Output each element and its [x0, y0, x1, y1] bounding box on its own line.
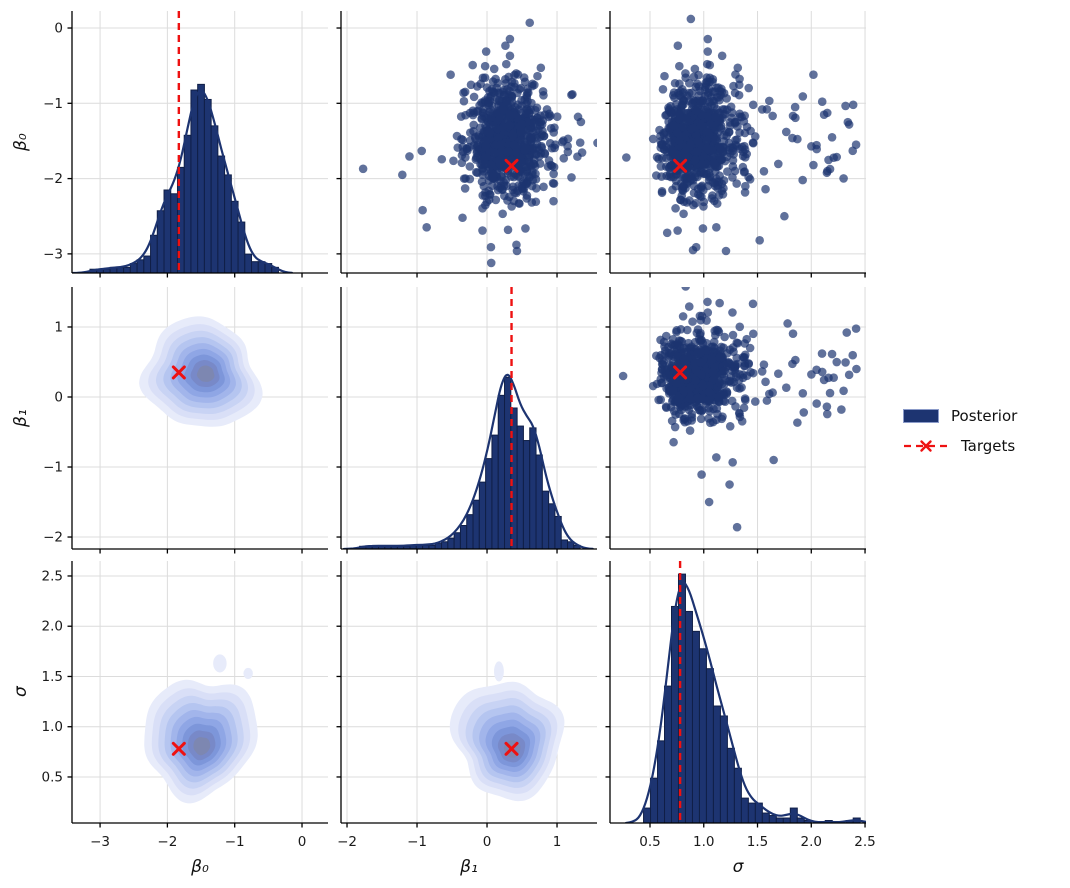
y-axis-label-beta0: β₀	[11, 133, 31, 151]
x-axis-label-beta0: β₀	[191, 857, 209, 877]
x-tick-label: 1	[553, 834, 562, 850]
y-tick-label: 1.0	[42, 719, 63, 735]
x-tick-label: −2	[337, 834, 357, 850]
y-tick-label: 2.5	[42, 568, 63, 584]
panel-r2c2-hist: 0.5 1.0 1.5 2.0 2.5	[605, 561, 876, 850]
y-tick-label: 0	[54, 389, 63, 405]
x-tick-label: 2.5	[854, 834, 875, 850]
panel-r1c2-scatter	[605, 287, 866, 554]
panel-r1c0-kde: 1 0 −1 −2	[43, 287, 328, 554]
y-tick-label: −2	[43, 171, 63, 187]
legend: Posterior Targets	[903, 406, 1017, 456]
x-axis-label-beta1: β₁	[460, 857, 478, 877]
x-tick-label: −2	[157, 834, 177, 850]
panel-r2c0-kde: −3 −2 −1 0 2.5 2.0 1.5 1.0 0.5	[42, 561, 328, 850]
panel-r0c0-hist: 0 −1 −2 −3	[43, 11, 328, 278]
panel-r1c1-hist	[336, 287, 597, 554]
x-tick-label: 1.0	[693, 834, 714, 850]
x-tick-label: 1.5	[747, 834, 768, 850]
y-axis-label-beta1: β₁	[11, 409, 31, 427]
legend-label-targets: Targets	[961, 437, 1016, 455]
x-tick-label: 2.0	[801, 834, 822, 850]
y-tick-label: 1.5	[42, 669, 63, 685]
y-tick-label: −3	[43, 246, 63, 262]
y-tick-label: −1	[43, 460, 63, 476]
y-tick-label: −1	[43, 96, 63, 112]
y-tick-label: 1	[54, 319, 63, 335]
x-tick-label: 0	[483, 834, 492, 850]
posterior-swatch-icon	[903, 409, 939, 423]
panel-r2c1-kde: −2 −1 0 1	[336, 561, 597, 850]
legend-item-targets: Targets	[903, 436, 1017, 456]
y-tick-label: 2.0	[42, 619, 63, 635]
legend-item-posterior: Posterior	[903, 406, 1017, 426]
y-tick-label: 0.5	[42, 769, 63, 785]
x-tick-label: −1	[225, 834, 245, 850]
x-tick-label: −3	[90, 834, 110, 850]
y-tick-label: −2	[43, 530, 63, 546]
x-tick-label: 0.5	[639, 834, 660, 850]
panel-r0c1-scatter	[336, 11, 597, 278]
targets-dashed-x-icon	[904, 440, 948, 452]
y-axis-label-sigma: σ	[11, 686, 31, 698]
x-axis-label-sigma: σ	[732, 857, 744, 877]
x-tick-label: −1	[407, 834, 427, 850]
panel-r0c2-scatter	[605, 11, 866, 278]
y-tick-label: 0	[54, 21, 63, 37]
legend-label-posterior: Posterior	[951, 407, 1018, 425]
x-tick-label: 0	[298, 834, 307, 850]
